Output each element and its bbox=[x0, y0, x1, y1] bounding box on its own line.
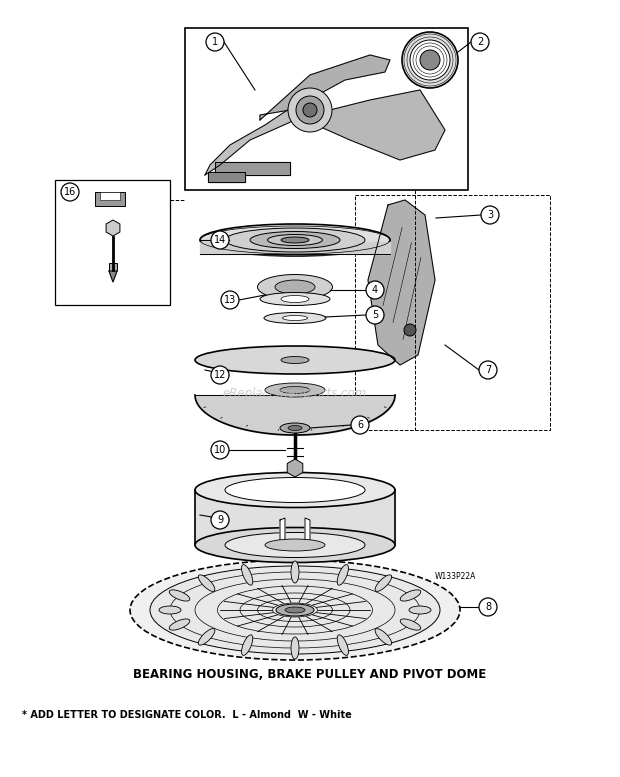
Ellipse shape bbox=[265, 383, 325, 397]
Text: eReplacementParts.com: eReplacementParts.com bbox=[223, 386, 367, 399]
Ellipse shape bbox=[281, 295, 309, 302]
Ellipse shape bbox=[280, 423, 310, 433]
Text: 7: 7 bbox=[485, 365, 491, 375]
Ellipse shape bbox=[267, 235, 322, 246]
Polygon shape bbox=[260, 55, 390, 120]
Text: 3: 3 bbox=[487, 210, 493, 220]
Circle shape bbox=[366, 306, 384, 324]
Polygon shape bbox=[305, 90, 445, 160]
Circle shape bbox=[211, 511, 229, 529]
Circle shape bbox=[303, 103, 317, 117]
Circle shape bbox=[471, 33, 489, 51]
Polygon shape bbox=[215, 162, 290, 175]
Ellipse shape bbox=[130, 560, 460, 660]
Circle shape bbox=[366, 281, 384, 299]
Ellipse shape bbox=[242, 635, 253, 655]
Text: * ADD LETTER TO DESIGNATE COLOR.  L - Almond  W - White: * ADD LETTER TO DESIGNATE COLOR. L - Alm… bbox=[22, 710, 352, 720]
Text: 6: 6 bbox=[357, 420, 363, 430]
Text: 14: 14 bbox=[214, 235, 226, 245]
Ellipse shape bbox=[400, 590, 421, 601]
Ellipse shape bbox=[400, 619, 421, 630]
Ellipse shape bbox=[288, 426, 302, 430]
Ellipse shape bbox=[195, 346, 395, 374]
Circle shape bbox=[479, 598, 497, 616]
Text: W133P22A: W133P22A bbox=[435, 572, 476, 581]
Ellipse shape bbox=[225, 532, 365, 558]
Ellipse shape bbox=[283, 315, 308, 320]
Ellipse shape bbox=[169, 619, 190, 630]
Text: 9: 9 bbox=[217, 515, 223, 525]
Circle shape bbox=[420, 50, 440, 70]
Ellipse shape bbox=[260, 292, 330, 305]
Text: 10: 10 bbox=[214, 445, 226, 455]
Text: 5: 5 bbox=[372, 310, 378, 320]
Ellipse shape bbox=[264, 312, 326, 323]
Polygon shape bbox=[280, 518, 310, 548]
Polygon shape bbox=[109, 271, 117, 282]
Ellipse shape bbox=[276, 604, 314, 616]
Ellipse shape bbox=[200, 224, 390, 256]
Ellipse shape bbox=[265, 539, 325, 551]
Circle shape bbox=[296, 96, 324, 124]
Ellipse shape bbox=[159, 606, 181, 614]
Ellipse shape bbox=[250, 232, 340, 249]
Circle shape bbox=[221, 291, 239, 309]
Circle shape bbox=[206, 33, 224, 51]
Text: 2: 2 bbox=[477, 37, 483, 47]
Text: 13: 13 bbox=[224, 295, 236, 305]
Bar bbox=[100, 192, 120, 200]
Text: 16: 16 bbox=[64, 187, 76, 197]
Circle shape bbox=[402, 32, 458, 88]
Ellipse shape bbox=[169, 590, 190, 601]
Polygon shape bbox=[195, 490, 395, 545]
Text: 12: 12 bbox=[214, 370, 226, 380]
Ellipse shape bbox=[375, 629, 392, 645]
Circle shape bbox=[479, 361, 497, 379]
Ellipse shape bbox=[195, 528, 395, 563]
Circle shape bbox=[211, 231, 229, 249]
Ellipse shape bbox=[150, 566, 440, 654]
Text: 1: 1 bbox=[212, 37, 218, 47]
Circle shape bbox=[61, 183, 79, 201]
Ellipse shape bbox=[281, 357, 309, 364]
Circle shape bbox=[288, 88, 332, 132]
Circle shape bbox=[211, 441, 229, 459]
Ellipse shape bbox=[198, 629, 215, 645]
Polygon shape bbox=[368, 200, 435, 365]
Ellipse shape bbox=[195, 472, 395, 507]
Bar bbox=[185, 28, 468, 190]
Ellipse shape bbox=[375, 575, 392, 591]
Polygon shape bbox=[205, 105, 300, 175]
Bar bbox=[55, 180, 170, 305]
Text: 8: 8 bbox=[485, 602, 491, 612]
Ellipse shape bbox=[291, 637, 299, 659]
Circle shape bbox=[404, 324, 416, 336]
Circle shape bbox=[211, 366, 229, 384]
Bar bbox=[109, 263, 117, 271]
Ellipse shape bbox=[337, 565, 348, 585]
Ellipse shape bbox=[291, 561, 299, 583]
Ellipse shape bbox=[281, 237, 309, 243]
Ellipse shape bbox=[280, 386, 310, 393]
Ellipse shape bbox=[225, 478, 365, 503]
Ellipse shape bbox=[337, 635, 348, 655]
Bar bbox=[355, 195, 550, 430]
Ellipse shape bbox=[257, 274, 332, 299]
Circle shape bbox=[481, 206, 499, 224]
Ellipse shape bbox=[242, 565, 253, 585]
Circle shape bbox=[410, 40, 450, 80]
Bar bbox=[95, 192, 125, 206]
Ellipse shape bbox=[225, 228, 365, 252]
Ellipse shape bbox=[409, 606, 431, 614]
Text: BEARING HOUSING, BRAKE PULLEY AND PIVOT DOME: BEARING HOUSING, BRAKE PULLEY AND PIVOT … bbox=[133, 668, 487, 681]
Circle shape bbox=[351, 416, 369, 434]
Polygon shape bbox=[200, 242, 390, 254]
Text: 4: 4 bbox=[372, 285, 378, 295]
Ellipse shape bbox=[285, 607, 305, 613]
Polygon shape bbox=[208, 172, 245, 182]
Ellipse shape bbox=[275, 280, 315, 294]
Ellipse shape bbox=[198, 575, 215, 591]
